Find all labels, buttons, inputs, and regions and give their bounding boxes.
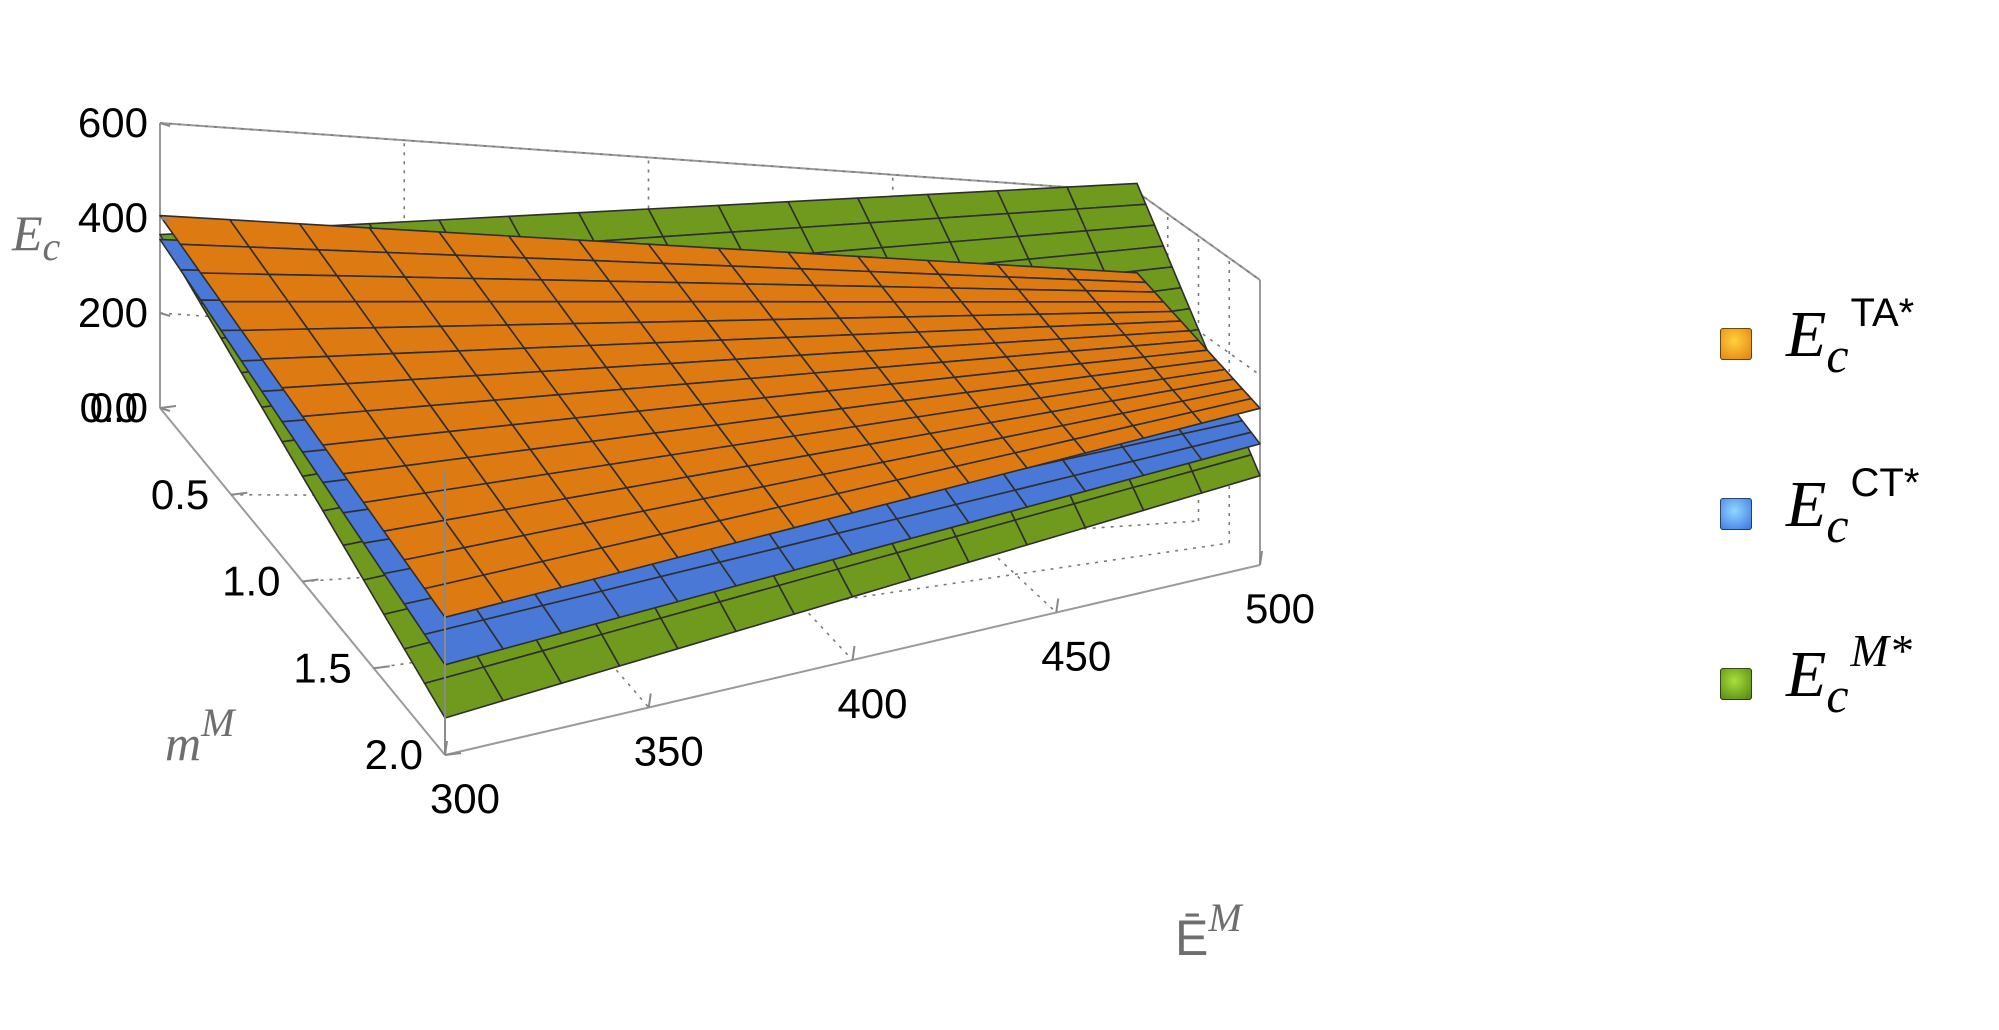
x-tick-label: 300 xyxy=(430,775,500,822)
tick-labels: 0.02004006000.00.51.01.52.03003504004505… xyxy=(78,99,1315,822)
surface-cell xyxy=(881,285,963,303)
x-tick-label: 350 xyxy=(634,728,704,775)
surface-cell xyxy=(960,300,1040,317)
legend-label-m: EcM* xyxy=(1786,625,1912,723)
y-tick-mark xyxy=(159,405,177,409)
surface-cell xyxy=(869,270,952,289)
z-tick-label: 600 xyxy=(78,99,148,146)
x-tick-label: 500 xyxy=(1245,585,1315,632)
y-tick-label: 1.0 xyxy=(222,558,280,605)
surface-cell xyxy=(1085,289,1165,303)
x-axis-label: ĒM xyxy=(1175,895,1244,966)
surface-cell xyxy=(825,300,908,320)
z-tick-mark xyxy=(159,312,171,317)
legend-swatch-ct xyxy=(1720,498,1752,530)
y-tick-mark xyxy=(231,491,248,496)
legend-item-m: EcM* xyxy=(1720,590,1990,760)
z-tick-mark xyxy=(159,217,171,222)
y-tick-label: 2.0 xyxy=(365,731,423,778)
y-tick-label: 0.5 xyxy=(151,471,209,518)
z-axis-label: Ec xyxy=(11,205,61,269)
legend-swatch-m xyxy=(1720,668,1752,700)
x-tick-mark xyxy=(1055,598,1060,613)
grid-line xyxy=(1136,286,1261,376)
y-tick-mark xyxy=(444,752,462,756)
surface-cell xyxy=(1191,453,1261,494)
surface-cell xyxy=(758,300,841,321)
z-tick-label: 400 xyxy=(78,194,148,241)
x-tick-label: 450 xyxy=(1041,633,1111,680)
legend-label-ta: EcTA* xyxy=(1786,291,1915,383)
surface-cell xyxy=(1191,397,1261,425)
legend-item-ct: EcCT* xyxy=(1720,420,1990,590)
x-tick-label: 400 xyxy=(837,680,907,727)
x-tick-mark xyxy=(1259,550,1263,566)
legend-swatch-ta xyxy=(1720,328,1752,360)
surface-cell xyxy=(949,287,1030,303)
surface-cell xyxy=(938,273,1020,291)
z-tick-label: 200 xyxy=(78,289,148,336)
grid-line xyxy=(159,122,1138,193)
z-tick-label: 0.0 xyxy=(90,384,148,431)
y-tick-label: 1.5 xyxy=(293,644,351,691)
x-tick-mark xyxy=(851,645,856,661)
surface-cell xyxy=(1017,288,1097,303)
legend-item-ta: EcTA* xyxy=(1720,250,1990,420)
x-tick-mark xyxy=(647,693,652,708)
grid-line xyxy=(1136,191,1261,281)
surface-cell xyxy=(893,300,974,318)
surface-cell xyxy=(647,204,733,238)
y-tick-label: 0.0 xyxy=(80,384,138,431)
x-tick-mark xyxy=(444,740,448,756)
surface-ta xyxy=(159,214,1261,619)
legend-label-ct: EcCT* xyxy=(1786,461,1920,553)
axis-labels: Ec mM ĒM xyxy=(11,205,1244,966)
y-tick-mark xyxy=(373,665,390,670)
y-axis-label: mM xyxy=(165,700,237,771)
z-tick-mark xyxy=(159,122,171,127)
legend: EcTA* EcCT* EcM* xyxy=(1720,250,1990,760)
y-tick-mark xyxy=(302,578,319,583)
surface-cell xyxy=(1191,431,1261,461)
